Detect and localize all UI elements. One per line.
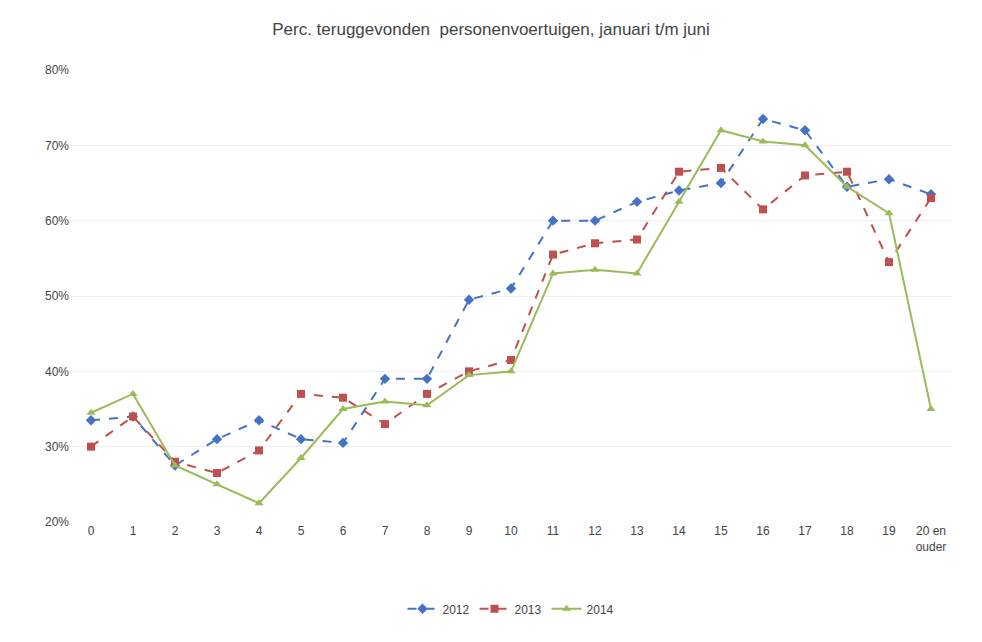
svg-text:19: 19 [882,524,896,538]
svg-text:14: 14 [672,524,686,538]
svg-text:16: 16 [756,524,770,538]
svg-text:15: 15 [714,524,728,538]
svg-text:17: 17 [798,524,812,538]
svg-text:3: 3 [214,524,221,538]
svg-text:20 enouder: 20 enouder [916,524,947,554]
svg-text:Perc. teruggevonden personenv: Perc. teruggevonden personenvoertuigen, … [272,20,710,39]
svg-text:13: 13 [630,524,644,538]
svg-text:2013: 2013 [515,603,542,617]
svg-text:10: 10 [504,524,518,538]
svg-text:1: 1 [130,524,137,538]
svg-text:30%: 30% [45,440,69,454]
svg-text:11: 11 [547,524,560,538]
svg-text:6: 6 [340,524,347,538]
svg-text:60%: 60% [45,214,69,228]
svg-text:2012: 2012 [443,603,470,617]
svg-text:2: 2 [172,524,179,538]
svg-text:0: 0 [88,524,95,538]
svg-text:20%: 20% [45,515,69,529]
svg-text:2014: 2014 [587,603,614,617]
svg-text:9: 9 [466,524,473,538]
svg-text:5: 5 [298,524,305,538]
svg-text:50%: 50% [45,289,69,303]
svg-text:4: 4 [256,524,263,538]
svg-text:18: 18 [840,524,854,538]
svg-text:8: 8 [424,524,431,538]
svg-text:12: 12 [588,524,602,538]
svg-text:80%: 80% [45,63,69,77]
svg-text:70%: 70% [45,139,69,153]
svg-text:40%: 40% [45,365,69,379]
svg-text:7: 7 [382,524,389,538]
